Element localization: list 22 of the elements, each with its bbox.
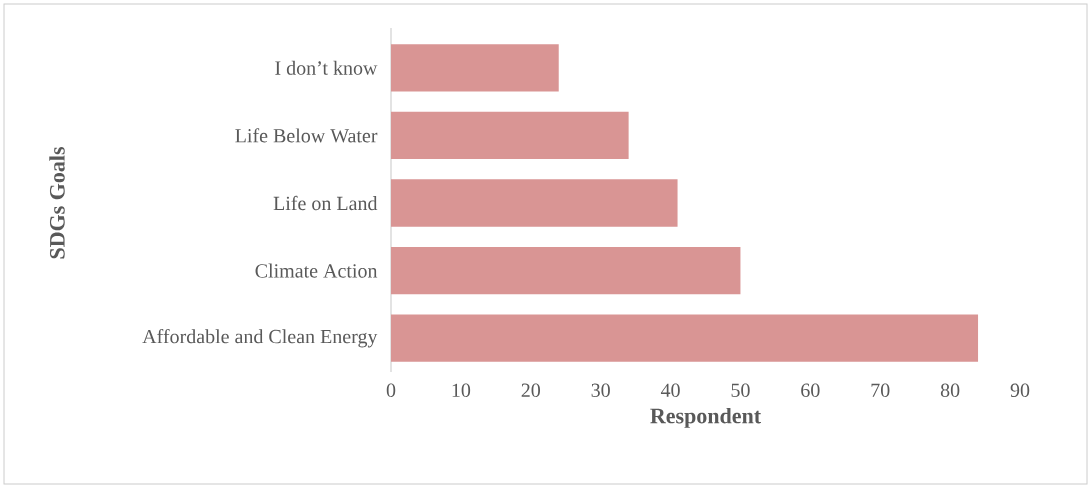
x-tick-label: 30 (591, 383, 610, 398)
bar (391, 44, 559, 92)
x-tick-label: 20 (521, 383, 541, 398)
bar (391, 111, 629, 160)
y-tick-label: Life on Land (273, 195, 378, 211)
y-tick-label: Climate Action (255, 263, 378, 278)
y-tick-label: Affordable and Clean Energy (142, 329, 378, 348)
x-tick-label: 0 (386, 383, 396, 398)
x-tick-label: 90 (1010, 383, 1030, 398)
x-tick-label: 70 (871, 383, 890, 398)
x-axis-title: Respondent (650, 407, 762, 428)
x-tick-label: 40 (660, 383, 680, 398)
x-tick-label: 50 (731, 383, 750, 398)
bar (391, 314, 979, 362)
x-tick-label: 80 (940, 383, 960, 398)
bar (391, 246, 741, 295)
y-tick-label: I don’t know (275, 60, 378, 75)
x-tick-label: 10 (452, 383, 471, 398)
bar (391, 179, 678, 227)
y-tick-label: Life Below Water (235, 128, 378, 143)
x-tick-label: 60 (801, 383, 820, 398)
y-axis-title: SDGs Goals (49, 147, 65, 259)
